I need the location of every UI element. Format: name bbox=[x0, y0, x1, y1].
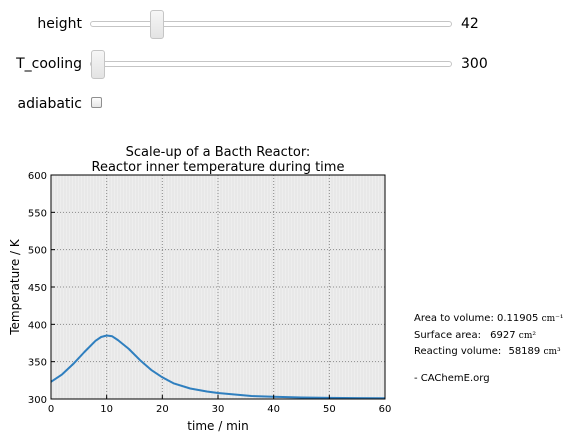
chart-title: Scale-up of a Bacth Reactor: bbox=[126, 145, 311, 160]
t-cooling-slider-label: T_cooling bbox=[16, 56, 82, 72]
y-tick-label: 300 bbox=[28, 395, 47, 406]
area-to-volume-value: 0.11905 bbox=[497, 313, 539, 324]
x-tick-label: 40 bbox=[267, 404, 280, 415]
surface-area-value: 6927 bbox=[490, 330, 516, 341]
axes: 0 10 20 30 40 50 60 300 350 400 450 500 550 600 bbox=[28, 171, 391, 415]
reacting-volume-value: 58189 bbox=[508, 346, 541, 357]
y-tick-label: 600 bbox=[28, 171, 47, 182]
y-tick-label: 450 bbox=[28, 283, 47, 294]
surface-area-unit: cm² bbox=[518, 331, 536, 341]
height-slider-row: height 42 bbox=[0, 10, 585, 39]
x-tick-label: 50 bbox=[323, 404, 336, 415]
adiabatic-checkbox-label: adiabatic bbox=[17, 96, 82, 112]
height-slider[interactable] bbox=[90, 10, 452, 39]
x-tick-label: 10 bbox=[100, 404, 113, 415]
series-layer bbox=[50, 334, 386, 400]
y-tick-label: 350 bbox=[28, 358, 47, 369]
y-tick-label: 400 bbox=[28, 320, 47, 331]
reacting-volume-text: Reacting volume: 58189 cm³ bbox=[414, 346, 561, 358]
area-to-volume-unit: cm⁻¹ bbox=[541, 314, 564, 324]
y-tick-label: 550 bbox=[28, 208, 47, 219]
t-cooling-slider[interactable] bbox=[90, 50, 452, 79]
y-axis-label: Temperature / K bbox=[8, 238, 22, 336]
x-tick-label: 20 bbox=[156, 404, 169, 415]
t-cooling-slider-row: T_cooling 300 bbox=[0, 50, 585, 79]
height-slider-handle[interactable] bbox=[149, 10, 164, 39]
reacting-volume-label: Reacting volume: bbox=[414, 346, 502, 357]
surface-area-text: Surface area: 6927 cm² bbox=[414, 330, 536, 342]
height-slider-label: height bbox=[37, 16, 82, 32]
area-to-volume-label: Area to volume: bbox=[414, 313, 494, 324]
x-tick-label: 0 bbox=[48, 404, 54, 415]
temperature-series-line bbox=[50, 334, 386, 400]
credit-text: - CAChemE.org bbox=[414, 373, 490, 384]
area-to-volume-text: Area to volume: 0.11905 cm⁻¹ bbox=[414, 313, 564, 325]
surface-area-label: Surface area: bbox=[414, 330, 481, 341]
chart-subtitle: Reactor inner temperature during time bbox=[92, 160, 345, 175]
grid bbox=[51, 175, 385, 399]
height-slider-value: 42 bbox=[461, 16, 479, 32]
adiabatic-checkbox[interactable] bbox=[91, 97, 102, 108]
t-cooling-slider-handle[interactable] bbox=[91, 50, 105, 79]
x-tick-label: 60 bbox=[379, 404, 392, 415]
x-tick-label: 30 bbox=[212, 404, 225, 415]
y-tick-label: 500 bbox=[28, 246, 47, 257]
adiabatic-checkbox-row: adiabatic bbox=[0, 92, 585, 116]
t-cooling-slider-value: 300 bbox=[461, 56, 488, 72]
reacting-volume-unit: cm³ bbox=[543, 347, 561, 357]
x-axis-label: time / min bbox=[187, 419, 248, 433]
